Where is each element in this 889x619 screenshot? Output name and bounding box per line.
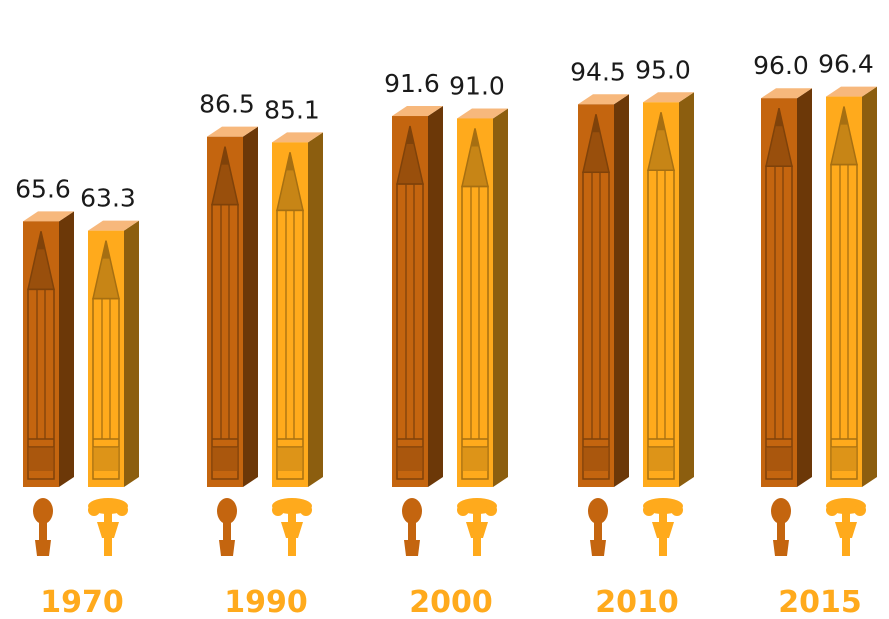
bar-2010-1 — [643, 92, 694, 487]
category-label: 1990 — [224, 585, 308, 619]
girl-icon — [88, 498, 128, 556]
pencil-icon — [276, 152, 304, 480]
boy-icon — [402, 498, 422, 556]
bar-2000-1 — [457, 108, 508, 487]
value-label: 94.5 — [570, 57, 626, 86]
bars-layer — [23, 86, 877, 488]
bar-top — [207, 126, 258, 137]
value-label: 65.6 — [15, 174, 71, 203]
value-labels-layer: 65.6 63.3 86.5 85.1 91.6 91.0 94.5 95.0 96.0 96.4 — [15, 50, 874, 213]
category-labels-layer: 1970 1990 2000 2010 2015 — [40, 585, 862, 619]
bar-top — [578, 94, 629, 105]
boy-icon — [33, 498, 53, 556]
bar-2015-1 — [826, 86, 877, 487]
bar-side — [679, 92, 694, 487]
boy-icon — [771, 498, 791, 556]
value-label: 91.6 — [384, 69, 440, 98]
pencil-icon — [765, 108, 793, 480]
pencil-icon — [396, 125, 424, 480]
pencil-icon — [647, 112, 675, 480]
bar-1990-1 — [272, 132, 323, 487]
bar-side — [428, 106, 443, 488]
bar-2000-0 — [392, 106, 443, 488]
value-label: 95.0 — [635, 55, 691, 84]
pencil-icon — [27, 231, 55, 480]
boy-icon — [217, 498, 237, 556]
value-label: 91.0 — [449, 71, 505, 100]
value-label: 63.3 — [80, 184, 136, 213]
boy-icon — [588, 498, 608, 556]
pencil-icon — [830, 106, 858, 480]
value-label: 96.0 — [753, 51, 809, 80]
pencil-icon — [92, 240, 120, 480]
bar-1970-1 — [88, 220, 139, 487]
bar-top — [272, 132, 323, 143]
bar-top — [826, 86, 877, 97]
value-label: 86.5 — [199, 90, 255, 119]
pencil-icon — [582, 114, 610, 480]
bar-side — [308, 132, 323, 487]
girl-icon — [643, 498, 683, 556]
figure-icons-layer — [33, 498, 866, 556]
category-label: 2010 — [595, 585, 679, 619]
category-label: 2000 — [409, 585, 493, 619]
category-label: 2015 — [778, 585, 862, 619]
bar-side — [493, 108, 508, 487]
pencil-icon — [211, 146, 239, 480]
bar-top — [761, 88, 812, 99]
category-label: 1970 — [40, 585, 124, 619]
bar-top — [88, 220, 139, 231]
girl-icon — [457, 498, 497, 556]
value-label: 85.1 — [264, 95, 320, 124]
value-label: 96.4 — [818, 50, 874, 79]
bar-side — [614, 94, 629, 488]
bar-side — [59, 211, 74, 487]
bar-top — [392, 106, 443, 117]
bar-side — [797, 88, 812, 487]
girl-icon — [826, 498, 866, 556]
bar-side — [862, 86, 877, 487]
bar-side — [124, 220, 139, 487]
girl-icon — [272, 498, 312, 556]
bar-1970-0 — [23, 211, 74, 487]
bar-2010-0 — [578, 94, 629, 488]
bar-top — [457, 108, 508, 119]
bar-1990-0 — [207, 126, 258, 488]
bar-side — [243, 126, 258, 488]
bar-top — [643, 92, 694, 103]
pencil-icon — [461, 128, 489, 480]
bar-top — [23, 211, 74, 222]
bar-2015-0 — [761, 88, 812, 487]
